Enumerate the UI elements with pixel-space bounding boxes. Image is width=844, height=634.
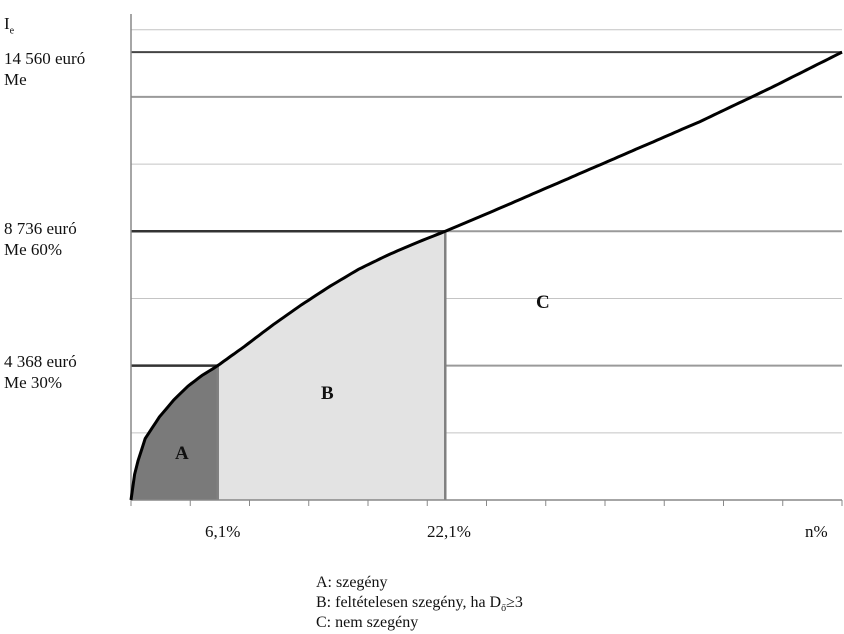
region-label-c: C	[536, 292, 550, 313]
threshold-lines	[131, 51, 842, 500]
axes	[130, 14, 843, 506]
region-label-a: A	[175, 443, 189, 464]
x-axis-title: n%	[805, 522, 828, 541]
poverty-regions	[131, 231, 446, 501]
x-tick-label-6-1: 6,1%	[205, 522, 241, 541]
y-tick-label-60pct: 8 736 euró Me 60%	[4, 219, 77, 259]
legend-item-b: B: feltételesen szegény, ha Dő≥3	[316, 594, 523, 615]
legend-item-c: C: nem szegény	[316, 614, 419, 631]
y-tick-label-30pct: 4 368 euró Me 30%	[4, 352, 77, 392]
x-tick-label-22-1: 22,1%	[427, 522, 471, 541]
legend-item-a: A: szegény	[316, 574, 388, 591]
y-tick-label-median: 14 560 euró Me	[4, 49, 86, 89]
region-label-b: B	[321, 383, 334, 404]
income-curve	[129, 50, 843, 501]
y-axis-title: Ie	[4, 14, 15, 37]
region-b	[217, 231, 446, 501]
region-a	[131, 365, 218, 500]
